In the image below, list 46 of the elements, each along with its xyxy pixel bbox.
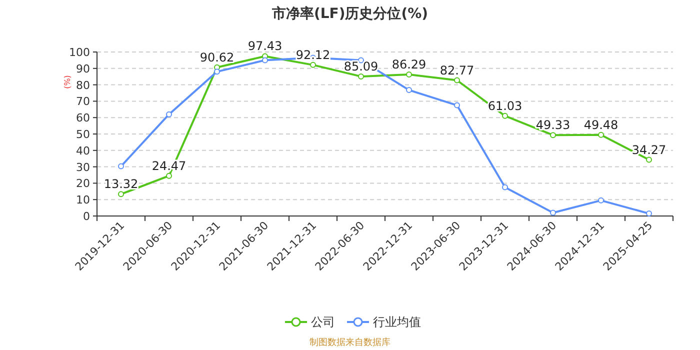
data-label: 82.77 [440,63,474,78]
point [262,57,268,64]
point [646,210,652,217]
y-tick-label: 30 [76,160,90,174]
data-label: 49.48 [584,118,618,132]
legend-label: 公司 [311,315,335,329]
data-label: 97.43 [248,39,282,54]
text: 制图数据来自数据库 [310,337,390,348]
y-tick-label: 0 [83,210,90,223]
point [646,156,652,163]
chart-title: 市净率(LF)历史分位(%) [270,5,428,22]
point [310,62,316,68]
legend-label: 行业均值 [373,315,421,329]
point [550,132,556,138]
y-tick-label: 60 [76,112,90,125]
y-axis-title: (%) [63,75,72,89]
point [502,184,508,190]
point [118,163,124,170]
y-tick-label: 20 [76,177,90,190]
y-tick-label: 40 [76,144,90,158]
data-label: 86.29 [392,57,426,72]
y-tick-label: 80 [76,78,90,92]
data-label: 34.27 [632,142,666,157]
legend-公司: 公司 [285,315,335,329]
point [550,210,556,216]
point [406,71,412,78]
point [598,197,604,204]
point [358,73,364,80]
point [502,112,508,119]
point [454,77,460,84]
data-label: 49.33 [536,118,570,132]
y-tick-label: 100 [69,46,90,59]
y-tick-label: 70 [76,95,90,108]
y-tick-label: 90 [76,62,90,76]
point [214,68,220,75]
point [598,132,604,138]
point [454,102,460,108]
y-tick-label: 10 [76,194,90,207]
point [118,191,124,198]
point [166,111,172,118]
point [166,172,172,179]
legend-行业均值: 行业均值 [347,315,421,329]
point [406,87,412,94]
data-label: 90.62 [200,50,234,64]
data-label: 13.32 [104,177,138,192]
y-tick-label: 50 [76,128,90,141]
